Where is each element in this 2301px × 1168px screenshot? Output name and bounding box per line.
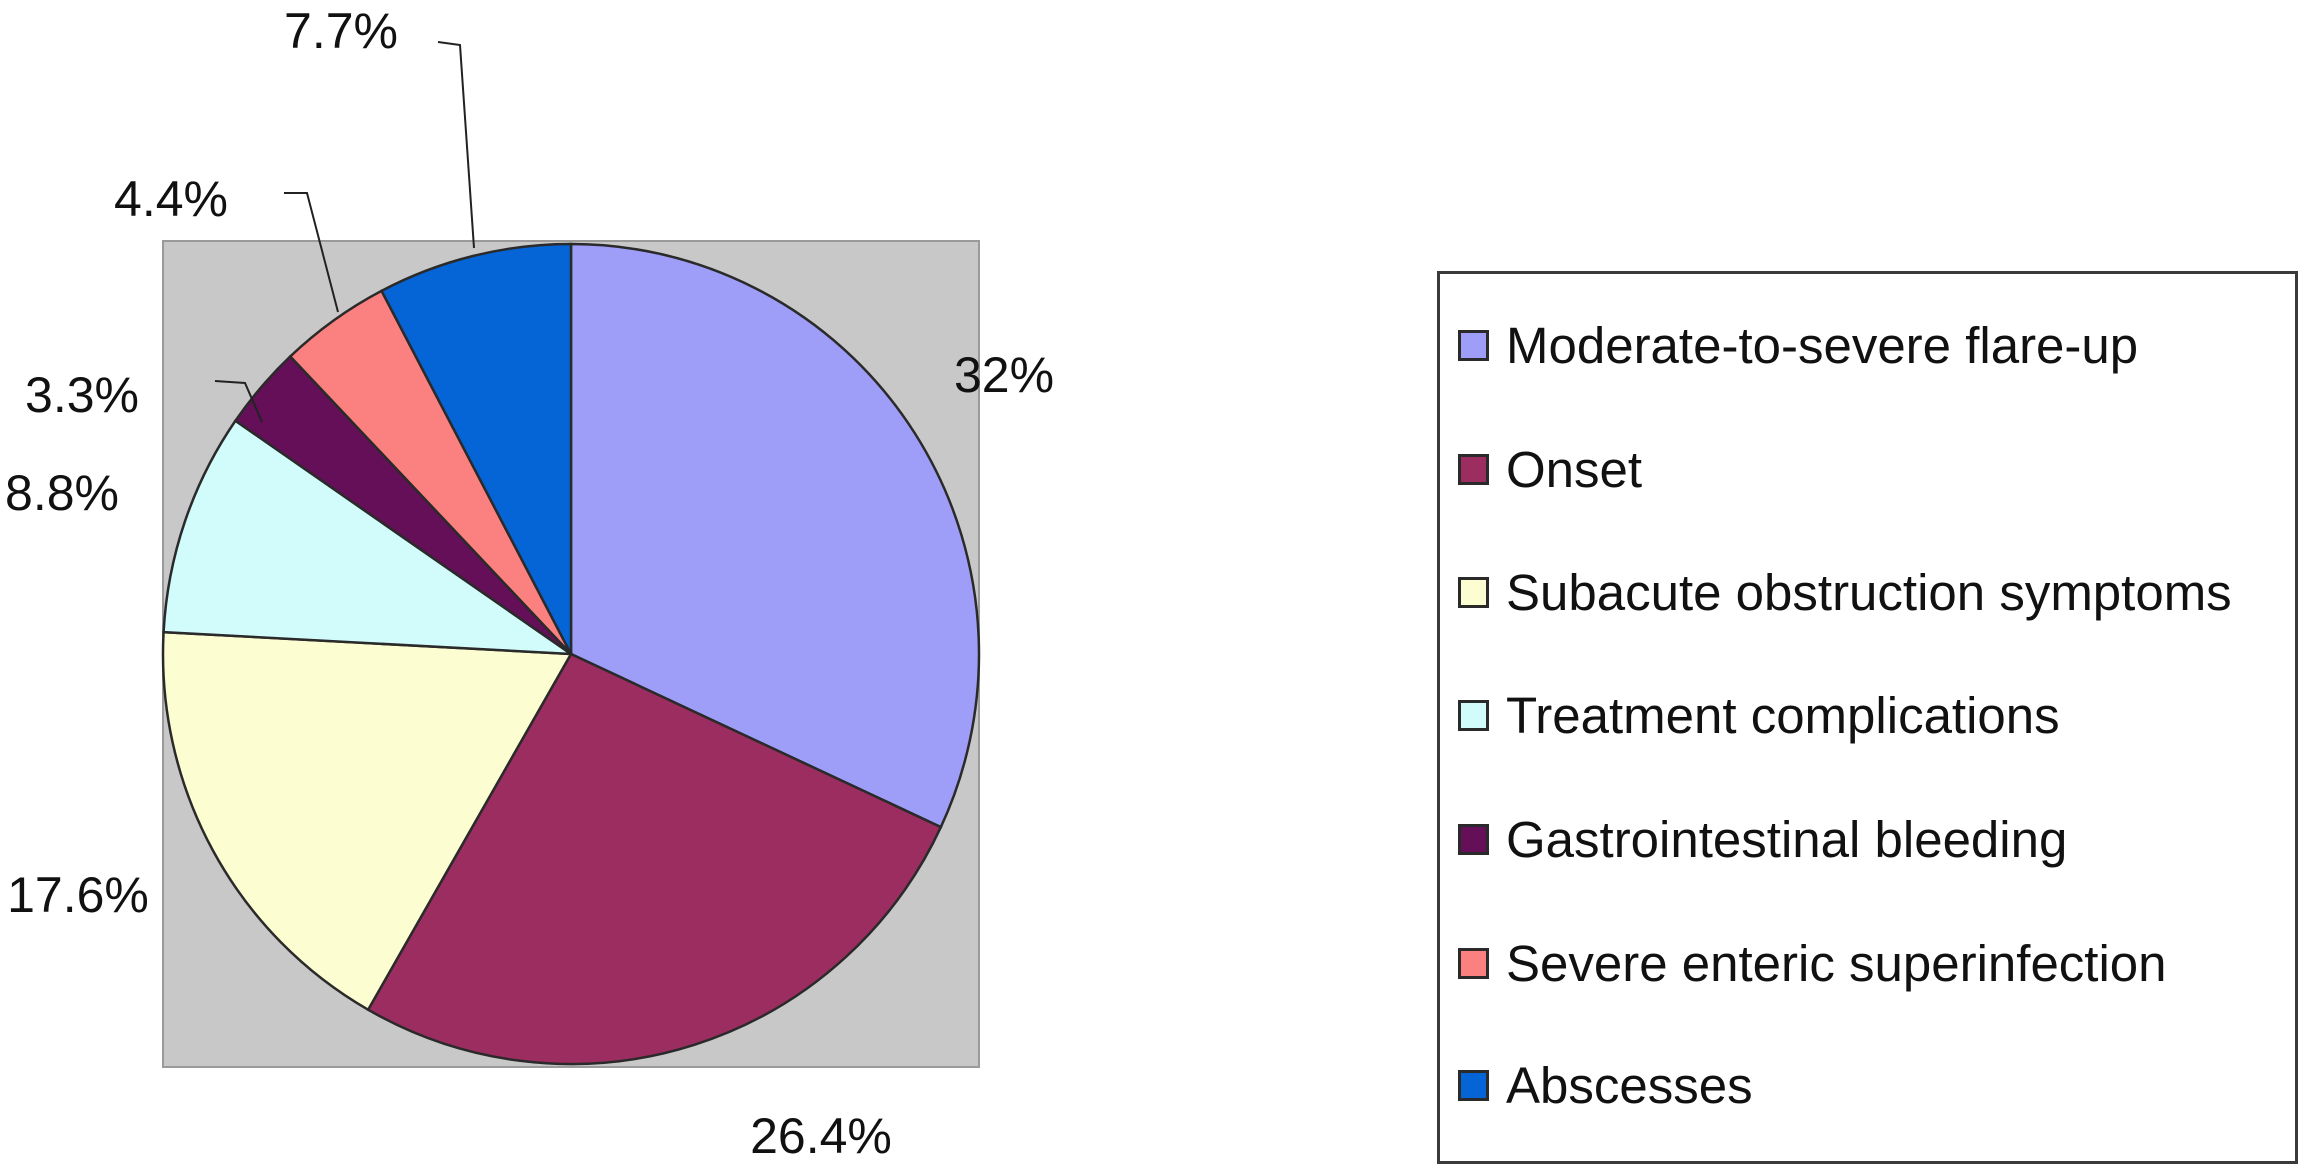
legend-swatch	[1458, 576, 1489, 608]
legend-label: Moderate-to-severe flare-up	[1506, 316, 2139, 374]
data-label-gastrointestinal-bleeding: 3.3%	[25, 367, 139, 423]
pie-slice-abscesses	[379, 242, 573, 655]
legend-item-moderate-to-severe-flare-up: Moderate-to-severe flare-up	[1458, 310, 2138, 380]
legend-swatch	[1458, 947, 1489, 979]
data-label-severe-enteric-superinfection: 4.4%	[114, 171, 228, 227]
data-label-treatment-complications: 8.8%	[5, 465, 119, 521]
legend-swatch	[1458, 1069, 1489, 1101]
data-label-subacute-obstruction-symptoms: 17.6%	[7, 867, 149, 923]
legend: Moderate-to-severe flare-up Onset Subacute…	[1437, 271, 2298, 1164]
leader-line-gastrointestinal-bleeding	[214, 380, 263, 423]
legend-item-subacute-obstruction-symptoms: Subacute obstruction symptoms	[1458, 557, 2232, 627]
legend-label: Onset	[1506, 440, 1643, 498]
legend-swatch	[1458, 329, 1489, 361]
legend-label: Severe enteric superinfection	[1506, 934, 2167, 992]
legend-item-abscesses: Abscesses	[1458, 1050, 1753, 1120]
pie-slice-moderate-to-severe-flare-up	[569, 242, 981, 829]
data-label-onset: 26.4%	[750, 1108, 892, 1164]
data-label-abscesses: 7.7%	[284, 3, 398, 59]
legend-label: Subacute obstruction symptoms	[1506, 563, 2232, 621]
legend-label: Gastrointestinal bleeding	[1506, 810, 2068, 868]
leader-line-severe-enteric-superinfection	[284, 192, 339, 313]
legend-item-treatment-complications: Treatment complications	[1458, 680, 2060, 750]
legend-item-gastrointestinal-bleeding: Gastrointestinal bleeding	[1458, 804, 2067, 874]
legend-swatch	[1458, 823, 1489, 855]
pie-slice-subacute-obstruction-symptoms	[161, 630, 574, 1012]
pie-slice-treatment-complications	[162, 419, 576, 656]
leader-line-abscesses	[437, 41, 475, 249]
legend-swatch	[1458, 453, 1489, 485]
data-label-moderate-to-severe-flare-up: 32%	[954, 347, 1054, 403]
legend-item-onset: Onset	[1458, 434, 1642, 504]
legend-item-severe-enteric-superinfection: Severe enteric superinfection	[1458, 928, 2167, 998]
legend-swatch	[1458, 699, 1489, 731]
legend-label: Abscesses	[1506, 1056, 1753, 1114]
legend-label: Treatment complications	[1506, 686, 2060, 744]
pie-slice-onset	[366, 652, 943, 1066]
